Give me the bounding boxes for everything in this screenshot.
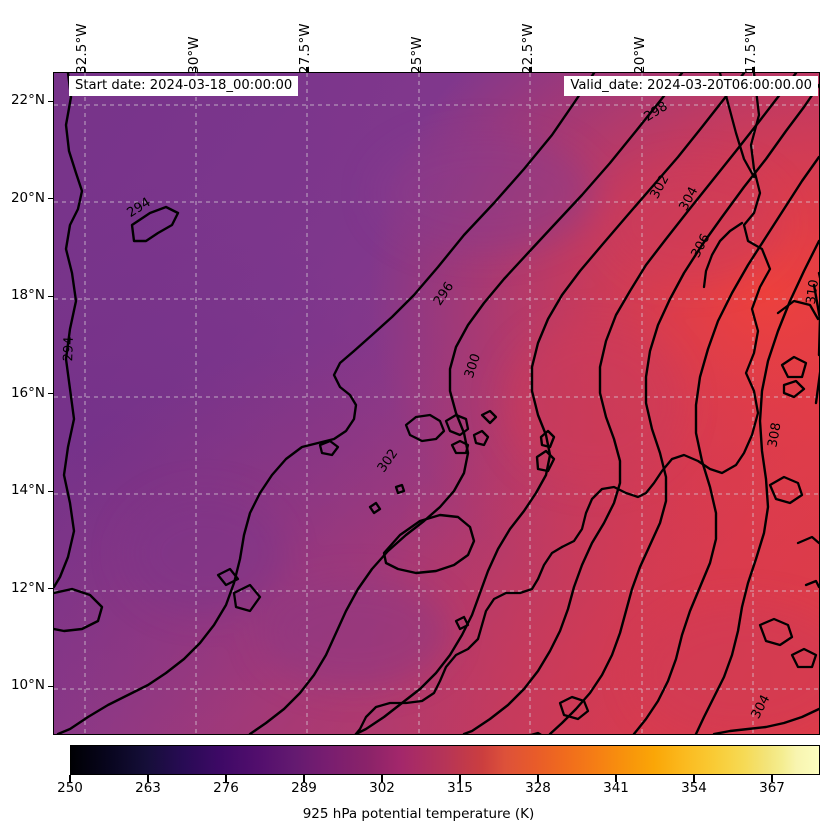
- colorbar-tick-mark: [615, 775, 617, 782]
- lat-tick-label: 18°N: [10, 287, 45, 304]
- lat-tick-label: 16°N: [10, 384, 45, 401]
- lat-tick-mark: [48, 393, 53, 395]
- colorbar-tick-mark: [771, 775, 773, 782]
- temperature-field: [54, 73, 819, 734]
- lat-tick-label: 14°N: [10, 482, 45, 499]
- colorbar-tick-label: 276: [213, 780, 239, 796]
- graticule: [54, 73, 819, 734]
- lon-tick-mark: [529, 67, 531, 72]
- lat-tick-mark: [48, 100, 53, 102]
- lon-tick-label: 20°W: [631, 36, 648, 74]
- colorbar-tick-label: 328: [525, 780, 551, 796]
- colorbar-tick-mark: [693, 775, 695, 782]
- valid-date-annotation: Valid_date: 2024-03-20T06:00:00.00: [564, 76, 818, 97]
- lon-tick-label: 32.5°W: [74, 23, 91, 74]
- lon-tick-mark: [83, 67, 85, 72]
- colorbar-tick-mark: [147, 775, 149, 782]
- map-plot-area[interactable]: 294 294 296 298 300 302 302 304 304 306 308 310: [53, 72, 820, 735]
- contour-label: 310: [803, 278, 820, 306]
- colorbar-tick-label: 250: [57, 780, 83, 796]
- lat-tick-mark: [48, 685, 53, 687]
- lat-tick-label: 12°N: [10, 579, 45, 596]
- colorbar[interactable]: [70, 745, 820, 775]
- colorbar-tick-mark: [69, 775, 71, 782]
- colorbar-tick-label: 367: [759, 780, 785, 796]
- contour-label: 294: [61, 336, 77, 362]
- colorbar-tick-mark: [225, 775, 227, 782]
- lat-tick-mark: [48, 295, 53, 297]
- colorbar-tick-mark: [381, 775, 383, 782]
- start-date-annotation: Start date: 2024-03-18_00:00:00: [69, 76, 299, 97]
- colorbar-tick-label: 315: [447, 780, 473, 796]
- lat-tick-label: 10°N: [10, 677, 45, 694]
- lon-tick-label: 25°W: [408, 36, 425, 74]
- lon-tick-label: 17.5°W: [743, 23, 760, 74]
- colorbar-tick-label: 354: [681, 780, 707, 796]
- colorbar-tick-label: 341: [603, 780, 629, 796]
- lon-tick-mark: [640, 67, 643, 72]
- lon-tick-mark: [752, 67, 754, 72]
- lat-tick-mark: [48, 198, 53, 200]
- lat-tick-label: 20°N: [10, 189, 45, 206]
- lon-tick-mark: [194, 67, 197, 72]
- lon-tick-mark: [306, 67, 308, 72]
- lat-tick-mark: [48, 490, 53, 492]
- lat-tick-mark: [48, 588, 53, 590]
- lon-tick-label: 22.5°W: [520, 23, 537, 74]
- contour-lines: [54, 73, 819, 734]
- colorbar-gradient: [71, 746, 819, 774]
- lon-tick-mark: [417, 67, 420, 72]
- colorbar-tick-label: 263: [135, 780, 161, 796]
- colorbar-tick-mark: [303, 775, 305, 782]
- colorbar-tick-label: 302: [369, 780, 395, 796]
- colorbar-title: 925 hPa potential temperature (K): [302, 806, 535, 822]
- lon-tick-label: 30°W: [185, 36, 202, 74]
- colorbar-tick-mark: [459, 775, 461, 782]
- lat-tick-label: 22°N: [10, 92, 45, 109]
- map-canvas: [54, 73, 819, 734]
- colorbar-tick-label: 289: [291, 780, 317, 796]
- lon-tick-label: 27.5°W: [297, 23, 314, 74]
- colorbar-tick-mark: [537, 775, 539, 782]
